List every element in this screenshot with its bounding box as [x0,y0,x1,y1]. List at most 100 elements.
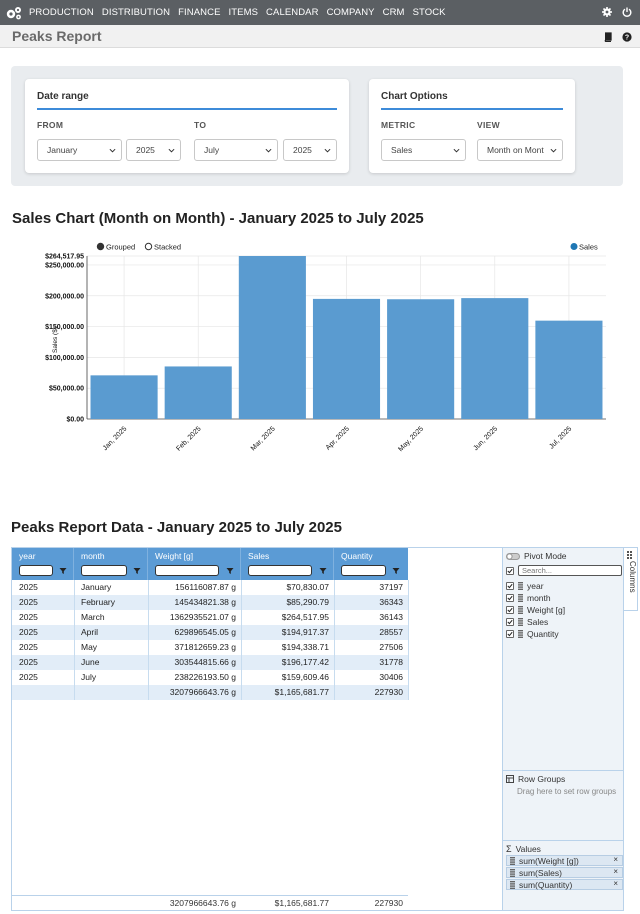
column-header-sales[interactable]: Sales [241,548,334,580]
value-pill[interactable]: sum(Quantity) × [506,879,623,890]
menu-finance[interactable]: FINANCE [178,7,221,18]
column-search-input[interactable] [518,565,622,576]
drag-handle-icon[interactable] [518,630,523,638]
to-month-select[interactable]: July [194,139,278,161]
column-header-year[interactable]: year [12,548,74,580]
chevron-down-icon [109,148,116,153]
menu-distribution[interactable]: DISTRIBUTION [101,7,171,18]
bar-feb-2025[interactable] [164,366,232,419]
table-cell: $85,290.79 [286,597,329,607]
filter-icon[interactable] [133,567,141,575]
year-filter-input[interactable] [19,565,53,576]
drag-handle-icon[interactable] [518,582,523,590]
filter-icon[interactable] [226,567,234,575]
column-toggle-item[interactable]: month [506,593,551,603]
menu-crm[interactable]: CRM [382,7,405,18]
column-checkbox[interactable] [506,630,514,638]
metric-select[interactable]: Sales [381,139,466,161]
column-header-weight[interactable]: Weight [g] [148,548,241,580]
table-row[interactable]: 2025 June 303544815.66 g $196,177.42 31778 [12,655,408,670]
sales-filter-input[interactable] [248,565,312,576]
table-row[interactable]: 2025 January 156116087.87 g $70,830.07 37197 [12,580,408,595]
help-icon[interactable]: ? [622,29,632,47]
pinned-total-row[interactable]: 3207966643.76 g $1,165,681.77 227930 [12,685,408,700]
column-toggle-item[interactable]: year [506,581,544,591]
menu-company[interactable]: COMPANY [326,7,375,18]
table-row[interactable]: 2025 May 371812659.23 g $194,338.71 27506 [12,640,408,655]
y-max-label: $264,517.95 [45,254,84,261]
from-month-value: January [47,145,78,155]
menu-stock[interactable]: STOCK [412,7,446,18]
power-icon[interactable] [622,4,632,22]
column-checkbox[interactable] [506,618,514,626]
value-pill[interactable]: sum(Weight [g]) × [506,855,623,866]
from-month-select[interactable]: January [37,139,122,161]
filter-icon[interactable] [392,567,400,575]
legend-sales-label[interactable]: Sales [579,243,598,252]
column-name: month [527,593,551,603]
column-toggle-item[interactable]: Sales [506,617,548,627]
column-toggle-item[interactable]: Quantity [506,629,559,639]
bar-jul-2025[interactable] [535,320,603,419]
weight-filter-input[interactable] [155,565,219,576]
gear-icon[interactable] [602,4,612,22]
column-checkbox[interactable] [506,582,514,590]
stacked-option[interactable]: Stacked [144,243,181,252]
column-checkbox[interactable] [506,594,514,602]
book-icon[interactable] [603,29,613,47]
filter-icon[interactable] [59,567,67,575]
table-cell: April [81,627,99,637]
column-header-quantity[interactable]: Quantity [334,548,408,580]
grouped-option[interactable]: Grouped [96,243,135,252]
drag-handle-icon[interactable] [518,618,523,626]
to-year-select[interactable]: 2025 [283,139,337,161]
chart-options-card: Chart Options METRIC VIEW Sales Month on… [369,79,575,173]
column-toggle-item[interactable]: Weight [g] [506,605,565,615]
menu-items[interactable]: ITEMS [228,7,259,18]
select-all-checkbox[interactable] [506,566,514,575]
from-year-select[interactable]: 2025 [126,139,181,161]
table-row[interactable]: 2025 July 238226193.50 g $159,609.46 30406 [12,670,408,685]
column-header-month[interactable]: month [74,548,148,580]
menu-production[interactable]: PRODUCTION [29,7,94,18]
month-filter-input[interactable] [81,565,127,576]
to-month-value: July [204,145,220,155]
columns-tab-label: Columns [628,561,637,593]
from-year-value: 2025 [136,145,155,155]
column-checkbox[interactable] [506,606,514,614]
table-cell: February [81,597,116,607]
quantity-filter-input[interactable] [341,565,386,576]
menu-calendar[interactable]: CALENDAR [266,7,319,18]
gears-logo-icon[interactable] [3,5,25,21]
bar-jun-2025[interactable] [461,298,529,419]
value-pill[interactable]: sum(Sales) × [506,867,623,878]
column-divider [148,580,149,700]
chevron-down-icon [168,148,175,153]
y-tick-label: $150,000.00 [45,324,84,331]
columns-side-tab[interactable]: Columns [624,547,638,611]
filter-icon[interactable] [319,567,327,575]
table-row[interactable]: 2025 April 629896545.05 g $194,917.37 28557 [12,625,408,640]
remove-value-icon[interactable]: × [613,855,618,864]
bar-may-2025[interactable] [387,299,455,419]
drag-handle-icon[interactable] [510,856,515,865]
bar-jan-2025[interactable] [90,375,158,419]
remove-value-icon[interactable]: × [613,879,618,888]
remove-value-icon[interactable]: × [613,867,618,876]
drag-handle-icon[interactable] [518,594,523,602]
table-row[interactable]: 2025 March 1362935521.07 g $264,517.95 36143 [12,610,408,625]
x-tick-label: Mar, 2025 [250,425,277,452]
view-select[interactable]: Month on Mont [477,139,563,161]
bar-mar-2025[interactable] [238,256,306,419]
pivot-mode-toggle[interactable]: Pivot Mode [506,551,567,561]
bar-apr-2025[interactable] [312,298,381,419]
table-cell: $70,830.07 [286,582,329,592]
drag-handle-icon[interactable] [510,880,515,889]
date-range-card: Date range FROM TO January 2025 July 202… [25,79,349,173]
drag-handle-icon[interactable] [518,606,523,614]
drag-handle-icon[interactable] [510,868,515,877]
table-cell: 1362935521.07 g [169,612,236,622]
chevron-down-icon [324,148,331,153]
table-cell: May [81,642,98,652]
table-row[interactable]: 2025 February 145434821.38 g $85,290.79 3634… [12,595,408,610]
